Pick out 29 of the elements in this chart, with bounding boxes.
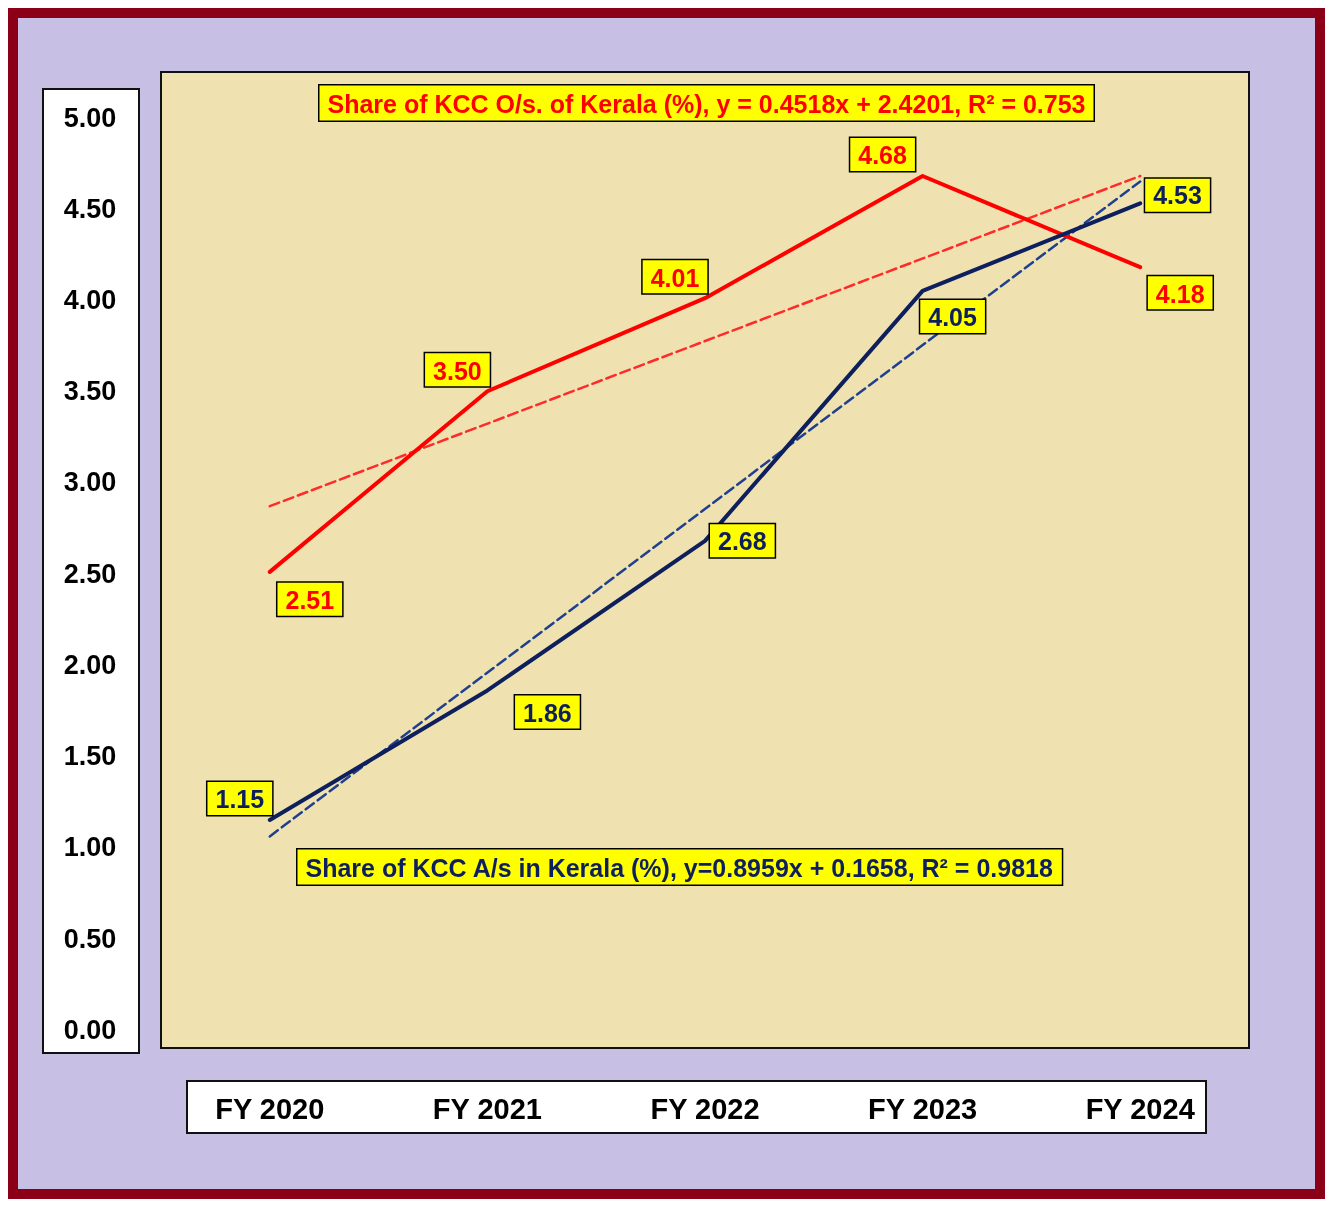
- annotation: Share of KCC A/s in Kerala (%), y=0.8959x + 0.1658, R² = 0.9818: [305, 854, 1053, 882]
- y-tick-label: 3.00: [63, 467, 117, 498]
- y-tick-label: 1.50: [63, 741, 117, 772]
- y-tick-label: 2.00: [63, 649, 117, 680]
- line-series: [267, 173, 1143, 574]
- x-tick-label: FY 2022: [650, 1092, 760, 1125]
- data-label: 4.01: [650, 263, 700, 292]
- data-label: 4.53: [1153, 181, 1202, 210]
- data-label: 2.51: [285, 586, 335, 615]
- y-tick-label: 4.50: [63, 193, 117, 224]
- y-tick-label: 5.00: [63, 102, 117, 133]
- x-tick-label: FY 2021: [432, 1092, 542, 1125]
- y-tick-label: 3.50: [63, 376, 117, 407]
- x-tick-label: FY 2024: [1085, 1092, 1195, 1125]
- y-tick-label: 1.00: [63, 832, 117, 863]
- data-label: 1.86: [523, 698, 572, 727]
- y-tick-label: 0.50: [63, 923, 117, 954]
- data-label: 4.68: [858, 141, 908, 170]
- data-label: 3.50: [433, 356, 482, 385]
- y-tick-label: 4.00: [63, 285, 117, 316]
- data-label: 4.18: [1155, 279, 1205, 308]
- x-tick-label: FY 2020: [215, 1092, 325, 1125]
- data-label: 2.68: [718, 526, 767, 555]
- annotation: Share of KCC O/s. of Kerala (%), y = 0.4518x + 2.4201, R² = 0.753: [327, 90, 1086, 118]
- y-tick-label: 2.50: [63, 558, 117, 589]
- data-label: 1.15: [215, 785, 265, 814]
- y-tick-label: 0.00: [63, 1014, 117, 1045]
- data-label: 4.05: [928, 303, 978, 332]
- x-tick-label: FY 2023: [868, 1092, 978, 1125]
